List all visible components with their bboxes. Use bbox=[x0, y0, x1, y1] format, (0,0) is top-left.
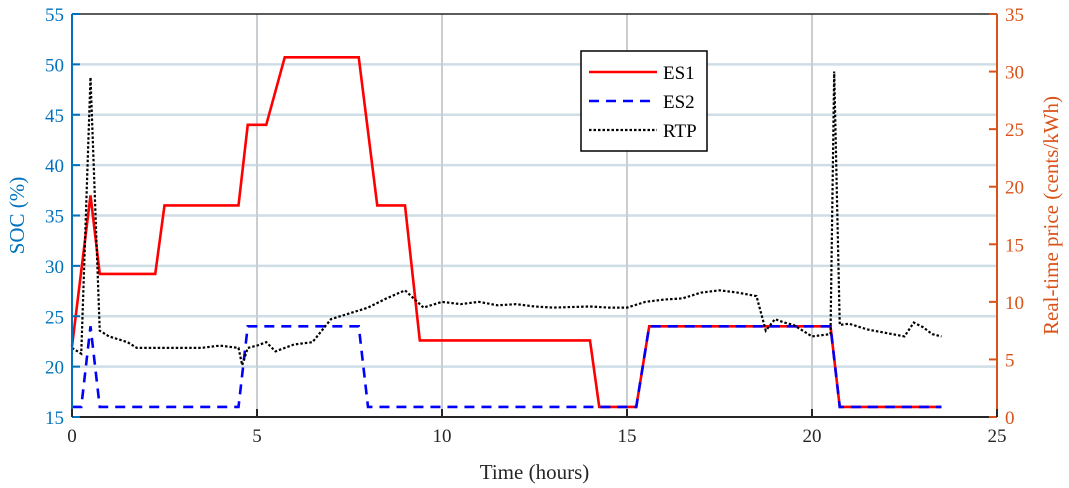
x-tick-label-0: 0 bbox=[67, 426, 77, 447]
y-right-tick-label-15: 15 bbox=[1005, 235, 1024, 256]
axis-labels: Time (hours) SOC (%) Real-time price (ce… bbox=[5, 96, 1063, 484]
axes: 15 20 25 30 35 40 45 50 55 0 5 10 15 20 25 30 35 0 5 10 15 20… bbox=[45, 5, 1024, 447]
legend-label-rtp: RTP bbox=[663, 121, 697, 142]
y-left-tick-label-50: 50 bbox=[45, 55, 64, 76]
y-right-tick-label-0: 0 bbox=[1005, 408, 1015, 429]
y-right-tick-label-30: 30 bbox=[1005, 63, 1024, 84]
y-axis-right-label: Real-time price (cents/kWh) bbox=[1039, 96, 1063, 335]
y-left-tick-label-55: 55 bbox=[45, 5, 64, 26]
y-left-tick-label-15: 15 bbox=[45, 408, 64, 429]
y-right-tick-label-10: 10 bbox=[1005, 293, 1024, 314]
y-left-tick-label-25: 25 bbox=[45, 307, 64, 328]
y-left-tick-label-40: 40 bbox=[45, 156, 64, 177]
x-tick-label-10: 10 bbox=[433, 426, 452, 447]
y-right-tick-label-35: 35 bbox=[1005, 5, 1024, 26]
x-tick-label-15: 15 bbox=[618, 426, 637, 447]
y-left-tick-label-30: 30 bbox=[45, 257, 64, 278]
y-left-tick-label-45: 45 bbox=[45, 106, 64, 127]
series-line-es2 bbox=[72, 325, 942, 409]
legend-label-es1: ES1 bbox=[663, 63, 695, 84]
y-left-tick-label-35: 35 bbox=[45, 207, 64, 228]
legend-label-es2: ES2 bbox=[663, 92, 695, 113]
y-right-tick-label-25: 25 bbox=[1005, 120, 1024, 141]
x-tick-label-5: 5 bbox=[252, 426, 262, 447]
y-left-tick-label-20: 20 bbox=[45, 358, 64, 379]
y-right-tick-label-5: 5 bbox=[1005, 350, 1015, 371]
y-right-tick-label-20: 20 bbox=[1005, 178, 1024, 199]
x-tick-label-20: 20 bbox=[803, 426, 822, 447]
legend: ES1 ES2 RTP bbox=[580, 50, 708, 152]
grid-lines bbox=[72, 14, 997, 417]
series-layer bbox=[70, 56, 942, 409]
x-axis-label: Time (hours) bbox=[480, 460, 589, 484]
y-axis-left-label: SOC (%) bbox=[5, 177, 29, 255]
series-line-rtp bbox=[71, 71, 942, 370]
x-tick-label-25: 25 bbox=[988, 426, 1007, 447]
